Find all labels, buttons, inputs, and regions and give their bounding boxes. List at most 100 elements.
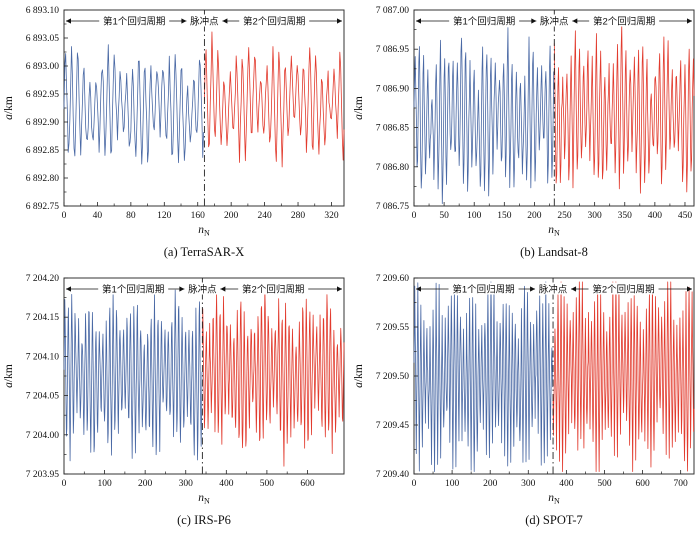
subplot-b-caption: (b) Landsat-8: [520, 245, 588, 259]
arrowhead-right-icon: [337, 18, 342, 24]
x-tick-label: 350: [618, 211, 633, 221]
y-tick-label: 7 086.80: [376, 163, 410, 173]
y-tick-label: 7 086.95: [376, 45, 410, 55]
period2-label-bg: [588, 282, 659, 295]
y-tick-label: 6 892.95: [26, 90, 60, 100]
period1-label-bg: [449, 14, 520, 27]
y-tick-label: 6 892.85: [26, 146, 60, 156]
y-tick-label: 7 204.10: [26, 352, 60, 362]
chart-spot-7: 第1个回归周期 第2个回归周期 脉冲点 0 100 200 300 400 500 600 700 7…: [353, 274, 695, 506]
y-tick-label: 6 892.80: [26, 174, 60, 184]
annotation-row: 第1个回归周期 第2个回归周期 脉冲点: [66, 282, 342, 296]
x-tick-label: 200: [483, 479, 498, 489]
x-tick-label: 240: [257, 211, 272, 221]
x-tick-label: 100: [445, 479, 460, 489]
y-axis-label: a/km: [3, 364, 15, 388]
x-tick-label: 200: [138, 479, 153, 489]
series-line-2: [553, 23, 695, 194]
x-tick-label: 200: [224, 211, 239, 221]
y-tick-label: 7 086.85: [376, 124, 410, 134]
x-tick-label: 40: [93, 211, 103, 221]
x-tick-label: 320: [324, 211, 339, 221]
pulse-label: 脉冲点: [539, 284, 568, 296]
period1-label: 第1个回归周期: [102, 284, 164, 296]
series-line-1: [413, 27, 555, 205]
y-tick-label: 6 892.90: [26, 118, 60, 128]
x-tick-label: 200: [527, 211, 542, 221]
pulse-label: 脉冲点: [188, 284, 217, 296]
annotation-row: 第1个回归周期 第2个回归周期 脉冲点: [416, 14, 692, 28]
pulse-label-bg: [188, 14, 221, 27]
y-tick-label: 7 209.40: [376, 470, 410, 480]
arrowhead-left-icon: [66, 18, 71, 24]
period2-label-bg: [238, 282, 309, 295]
x-axis-label: nN: [198, 492, 210, 506]
series-line-2: [204, 31, 345, 168]
arrowhead-left-icon: [66, 286, 71, 292]
y-tick-label: 7 086.75: [376, 202, 410, 212]
x-tick-label: 0: [412, 479, 417, 489]
period2-label: 第2个回归周期: [592, 284, 654, 296]
period2-label-bg: [239, 14, 310, 27]
arrowhead-left-icon: [416, 18, 421, 24]
series-line-1: [63, 44, 204, 165]
period2-label-bg: [589, 14, 660, 27]
subplot-a: 第1个回归周期 第2个回归周期 脉冲点 0 40 80 120 160 200 240 280 320…: [0, 0, 350, 268]
arrowhead-left-icon: [416, 286, 421, 292]
x-tick-label: 300: [179, 479, 194, 489]
x-tick-label: 50: [439, 211, 449, 221]
y-axis-ticks: 6 892.75 6 892.80 6 892.85 6 892.90 6 892.95…: [26, 6, 68, 212]
y-tick-label: 7 204.05: [26, 392, 60, 402]
x-axis-label: nN: [548, 224, 560, 238]
subplot-d-caption: (d) SPOT-7: [525, 513, 583, 527]
x-axis-label: nN: [548, 492, 560, 506]
subplot-a-caption: (a) TerraSAR-X: [163, 245, 245, 259]
subplot-c-caption: (c) IRS-P6: [177, 513, 231, 527]
x-tick-label: 160: [191, 211, 206, 221]
subplot-d: 第1个回归周期 第2个回归周期 脉冲点 0 100 200 300 400 500 600 700 7…: [350, 268, 700, 537]
x-tick-label: 100: [467, 211, 482, 221]
x-tick-label: 100: [97, 479, 112, 489]
y-axis-label: a/km: [3, 96, 15, 120]
pulse-label: 脉冲点: [540, 16, 569, 28]
x-axis-ticks: 0 40 80 120 160 200 240 280 320: [62, 202, 339, 221]
chart-landsat-8: 第1个回归周期 第2个回归周期 脉冲点 0 50 100 150 200 250 300 350 40…: [353, 6, 695, 238]
series-line-1: [63, 289, 203, 462]
y-axis-label: a/km: [353, 96, 365, 120]
period1-label: 第1个回归周期: [452, 284, 514, 296]
x-tick-label: 0: [62, 211, 67, 221]
arrowhead-right-icon: [530, 286, 536, 292]
x-tick-label: 150: [497, 211, 512, 221]
x-axis-ticks: 0 50 100 150 200 250 300 350 400 450: [412, 202, 693, 221]
series-line-2: [201, 289, 345, 467]
y-tick-label: 7 087.00: [376, 6, 410, 16]
x-tick-label: 0: [412, 211, 417, 221]
arrowhead-right-icon: [687, 286, 692, 292]
arrowhead-right-icon: [179, 286, 185, 292]
period2-label: 第2个回归周期: [243, 16, 305, 28]
arrowhead-right-icon: [531, 18, 537, 24]
y-tick-label: 6 893.10: [26, 6, 60, 16]
y-tick-label: 7 209.55: [376, 323, 410, 333]
annotation-row: 第1个回归周期 第2个回归周期 脉冲点: [66, 14, 342, 28]
arrowhead-left-icon: [222, 18, 228, 24]
y-tick-label: 7 204.00: [26, 431, 60, 441]
pulse-label-bg: [538, 14, 571, 27]
y-tick-label: 7 209.60: [376, 274, 410, 284]
period1-label: 第1个回归周期: [453, 16, 515, 28]
y-tick-label: 7 204.20: [26, 274, 60, 284]
x-tick-label: 280: [291, 211, 306, 221]
x-tick-label: 400: [648, 211, 663, 221]
y-tick-label: 7 209.50: [376, 372, 410, 382]
x-axis-ticks: 0 100 200 300 400 500 600 700: [412, 470, 688, 489]
arrowhead-left-icon: [572, 18, 578, 24]
x-tick-label: 450: [678, 211, 693, 221]
x-tick-label: 600: [635, 479, 650, 489]
period1-label: 第1个回归周期: [103, 16, 165, 28]
x-tick-label: 700: [674, 479, 689, 489]
y-axis-label: a/km: [353, 364, 365, 388]
arrowhead-left-icon: [571, 286, 577, 292]
x-axis-label: nN: [198, 224, 210, 238]
period1-label-bg: [99, 14, 170, 27]
